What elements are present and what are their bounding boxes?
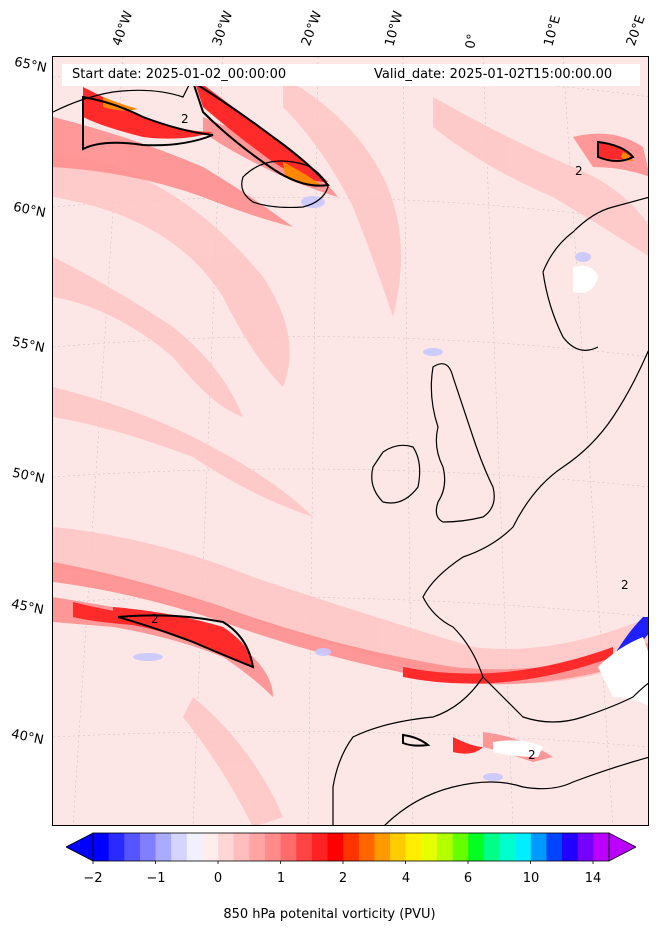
colorbar-segment — [483, 833, 501, 861]
colorbar-segment — [437, 833, 454, 861]
colorbar-segment — [296, 833, 313, 861]
colorbar-tick: 10 — [522, 871, 540, 886]
lon-label-10e: 10°E — [541, 13, 565, 49]
coast-mediterranean — [482, 676, 648, 723]
lat-label-40n: 40°N — [9, 726, 45, 749]
colorbar-segment — [390, 833, 407, 861]
colorbar-segment — [327, 833, 344, 861]
lat-label-55n: 55°N — [10, 334, 46, 357]
colorbar-segment — [515, 833, 532, 861]
colorbar-segment — [186, 833, 203, 861]
colorbar-segment — [562, 833, 579, 861]
colorbar-tick: 4 — [401, 871, 411, 886]
coastlines — [53, 76, 648, 825]
valid-date-label: Valid_date: 2025-01-02T15:00:00.00 — [374, 67, 613, 82]
coast-continent — [332, 350, 648, 825]
date-header-band — [62, 64, 640, 86]
colorbar-segment — [421, 833, 438, 861]
lon-label-40w: 40°W — [109, 9, 137, 48]
lon-label-30w: 30°W — [209, 9, 237, 48]
coast-norway — [542, 196, 648, 351]
coast-africa — [384, 756, 648, 825]
colorbar-extend-high — [608, 832, 636, 862]
lat-label-45n: 45°N — [9, 596, 45, 619]
colorbar-segment — [171, 833, 188, 861]
contour-label: 2 — [621, 578, 629, 592]
lat-label-65n: 65°N — [12, 54, 48, 77]
colorbar-segment — [530, 833, 547, 861]
contour-label: 2 — [575, 164, 583, 178]
lon-label-0: 0° — [463, 32, 481, 50]
colorbar-tick: 2 — [338, 871, 348, 886]
colorbar-segment — [93, 833, 110, 861]
colorbar-segment — [374, 833, 391, 861]
colorbar-segment — [577, 833, 594, 861]
lat-label-60n: 60°N — [11, 199, 47, 222]
graticule — [53, 57, 648, 825]
start-date-label: Start date: 2025-01-02_00:00:00 — [72, 67, 287, 82]
colorbar — [66, 832, 636, 864]
colorbar-segment — [139, 833, 157, 861]
colorbar-segment — [468, 833, 485, 861]
colorbar-tick: 14 — [584, 871, 602, 886]
colorbar-segment — [593, 833, 610, 861]
colorbar-segment — [218, 833, 235, 861]
coast-great-britain — [430, 363, 495, 523]
colorbar-tick: 1 — [276, 871, 286, 886]
contour-label: 2 — [181, 112, 189, 126]
colorbar-segment — [249, 833, 266, 861]
pv-contour-2 — [82, 79, 635, 747]
coast-greenland — [53, 76, 194, 113]
pv-shading-light — [53, 77, 648, 825]
map-panel: 2 2 2 2 2 — [52, 56, 649, 826]
colorbar-segment — [155, 833, 172, 861]
colorbar-segment — [546, 833, 563, 861]
lon-label-20w: 20°W — [298, 9, 326, 48]
colorbar-tick: 0 — [213, 871, 223, 886]
colorbar-segment — [108, 833, 125, 861]
colorbar-segment — [358, 833, 375, 861]
coast-iceland — [241, 160, 329, 209]
pv-shading-core — [103, 97, 633, 185]
masked-regions — [493, 265, 648, 757]
colorbar-segment — [343, 833, 360, 861]
lon-label-10w: 10°W — [382, 9, 407, 48]
lat-label-50n: 50°N — [10, 465, 46, 488]
colorbar-segment — [202, 833, 219, 861]
colorbar-label: 850 hPa potenital vorticity (PVU) — [223, 907, 436, 922]
colorbar-segment — [124, 833, 141, 861]
colorbar-segment — [452, 833, 469, 861]
colorbar-segment — [499, 833, 516, 861]
colorbar-border — [92, 832, 610, 862]
colorbar-segment — [405, 833, 422, 861]
colorbar-segment — [265, 833, 282, 861]
contour-label: 2 — [528, 748, 536, 762]
colorbar-segment — [311, 833, 329, 861]
colorbar-segment — [233, 833, 250, 861]
colorbar-tick: −2 — [83, 871, 103, 886]
contour-labels: 2 2 2 2 2 — [151, 112, 629, 762]
colorbar-extend-low — [66, 832, 94, 862]
colorbar-tick: 6 — [463, 871, 473, 886]
lon-label-20e: 20°E — [623, 13, 649, 49]
map-field: 2 2 2 2 2 — [53, 57, 648, 825]
coast-ireland — [371, 444, 421, 504]
contour-label: 2 — [151, 612, 159, 626]
colorbar-tick: −1 — [146, 871, 166, 886]
colorbar-segment — [280, 833, 297, 861]
